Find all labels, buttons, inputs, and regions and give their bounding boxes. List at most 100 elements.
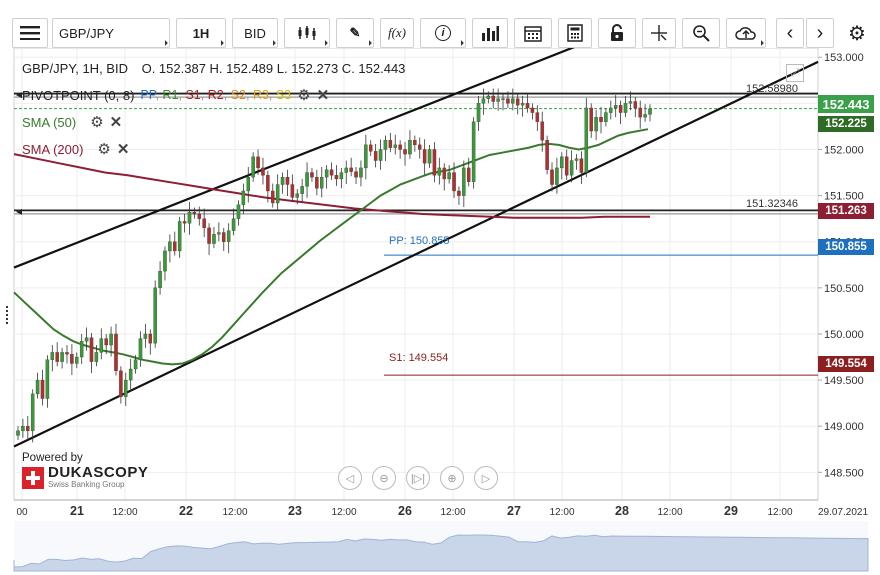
x-tick-label: 12:00 (222, 507, 247, 518)
crosshair-icon (651, 25, 667, 41)
sma50-price-tag: 152.225 (818, 116, 874, 132)
candle-body (560, 156, 564, 169)
side-label: BID (244, 25, 266, 41)
candle-body (378, 149, 383, 161)
calculator-button[interactable] (558, 18, 592, 48)
info-button[interactable]: i (420, 18, 466, 48)
calculator-icon (567, 24, 583, 42)
resize-handle[interactable] (6, 306, 12, 324)
candle-body (324, 169, 329, 178)
candle-body (275, 184, 280, 204)
draw-button[interactable]: ✎ (336, 18, 374, 48)
s1-price-tag: 149.554 (818, 356, 874, 372)
zoom-in-icon: ⊕ (447, 472, 457, 485)
sma50-close-icon[interactable]: ✕ (109, 114, 123, 131)
candle-body (466, 167, 471, 182)
price-chart[interactable]: 148.500149.000149.500150.000150.500151.0… (0, 48, 880, 575)
menu-icon (20, 26, 40, 40)
ohlc-line: O. 152.387 H. 152.489 L. 152.273 C. 152.… (141, 61, 406, 76)
sma50-indicator-row[interactable]: SMA (50) ⚙ ✕ (22, 113, 122, 131)
sma50-settings-icon[interactable]: ⚙ (90, 114, 104, 131)
candle-body (564, 156, 569, 176)
candle-body (623, 103, 628, 113)
pivot-settings-icon[interactable]: ⚙ (297, 87, 311, 104)
candle-body (192, 212, 197, 215)
menu-button[interactable] (12, 18, 48, 48)
zoom-in-button[interactable]: ⊕ (440, 466, 464, 490)
pivot-close-icon[interactable]: ✕ (316, 87, 330, 104)
x-tick-label: 12:00 (331, 507, 356, 518)
side-select[interactable]: BID (232, 18, 278, 48)
settings-button[interactable]: ⚙ (846, 22, 868, 45)
expand-icon[interactable]: ⤢ (786, 64, 804, 82)
x-tick-label: 23 (288, 504, 302, 518)
candle-body (584, 107, 589, 173)
sma200-line (13, 153, 650, 219)
candle-body (30, 393, 35, 431)
next-button[interactable]: › (806, 18, 834, 48)
candle-body (197, 213, 202, 219)
candle-body (437, 167, 442, 176)
timeframe-select[interactable]: 1H (176, 18, 226, 48)
prev-button[interactable]: ‹ (776, 18, 804, 48)
candle-body (280, 176, 285, 185)
candle-body (153, 287, 157, 344)
timeframe-label: 1H (192, 25, 210, 41)
candle-body (168, 241, 172, 252)
candle-body (447, 172, 451, 180)
candle-body (148, 333, 153, 344)
lock-button[interactable] (598, 18, 636, 48)
sma200-settings-icon[interactable]: ⚙ (97, 141, 111, 158)
sma200-close-icon[interactable]: ✕ (116, 141, 130, 158)
candle-body (417, 144, 422, 150)
candle-body (271, 190, 275, 204)
candle-body (143, 333, 148, 339)
x-tick-label: 28 (615, 504, 629, 518)
candle-body (491, 95, 495, 102)
pp-price-tag: 150.855 (818, 239, 874, 255)
scroll-left-button[interactable]: ◁ (338, 466, 362, 490)
candle-body (261, 167, 265, 176)
candle-body (364, 144, 368, 169)
last-price-tag: 152.443 (818, 95, 874, 113)
function-button[interactable]: f(x) (380, 18, 414, 48)
pivot-indicator-row[interactable]: PIVOTPOINT (0, 8) PP, R1, S1, R2, S2, R3… (22, 86, 329, 104)
bar-chart-icon (482, 26, 499, 41)
candle-body (427, 149, 432, 164)
zoom-button[interactable] (682, 18, 720, 48)
candle-body (305, 172, 309, 187)
candle-body (520, 103, 525, 106)
symbol-select[interactable]: GBP/JPY (52, 18, 170, 48)
candle-body (104, 338, 108, 346)
instrument-header: GBP/JPY, 1H, BID O. 152.387 H. 152.489 L… (22, 61, 405, 76)
scroll-right-button[interactable]: ▷ (474, 466, 498, 490)
candle-body (177, 221, 182, 252)
candle-body (339, 172, 344, 180)
candle-body (70, 354, 74, 364)
powered-by-text: Powered by (22, 452, 83, 464)
level-handle (16, 92, 22, 99)
candle-body (182, 221, 187, 224)
candle-body (413, 140, 417, 146)
candle-body (329, 169, 334, 176)
y-tick-label: 148.500 (824, 467, 864, 479)
chart-area[interactable]: 148.500149.000149.500150.000150.500151.0… (0, 48, 880, 575)
sma200-indicator-row[interactable]: SMA (200) ⚙ ✕ (22, 140, 129, 158)
swiss-cross-icon (22, 467, 44, 489)
calendar-button[interactable] (514, 18, 552, 48)
chart-type-button[interactable] (284, 18, 330, 48)
x-tick-label: 21 (70, 504, 84, 518)
candle-body (609, 107, 613, 113)
candle-body (604, 112, 608, 122)
zoom-out-button[interactable]: ⊖ (372, 466, 396, 490)
reset-zoom-button[interactable]: |▷| (406, 466, 430, 490)
candle-body (545, 140, 549, 170)
x-tick-label: 27 (507, 504, 521, 518)
candle-body (388, 140, 393, 148)
crosshair-button[interactable] (642, 18, 676, 48)
cloud-upload-button[interactable] (726, 18, 766, 48)
candle-body (515, 98, 520, 106)
volume-button[interactable] (472, 18, 508, 48)
candle-body (574, 158, 579, 161)
pp-level-label: PP: 150.855 (389, 235, 450, 247)
